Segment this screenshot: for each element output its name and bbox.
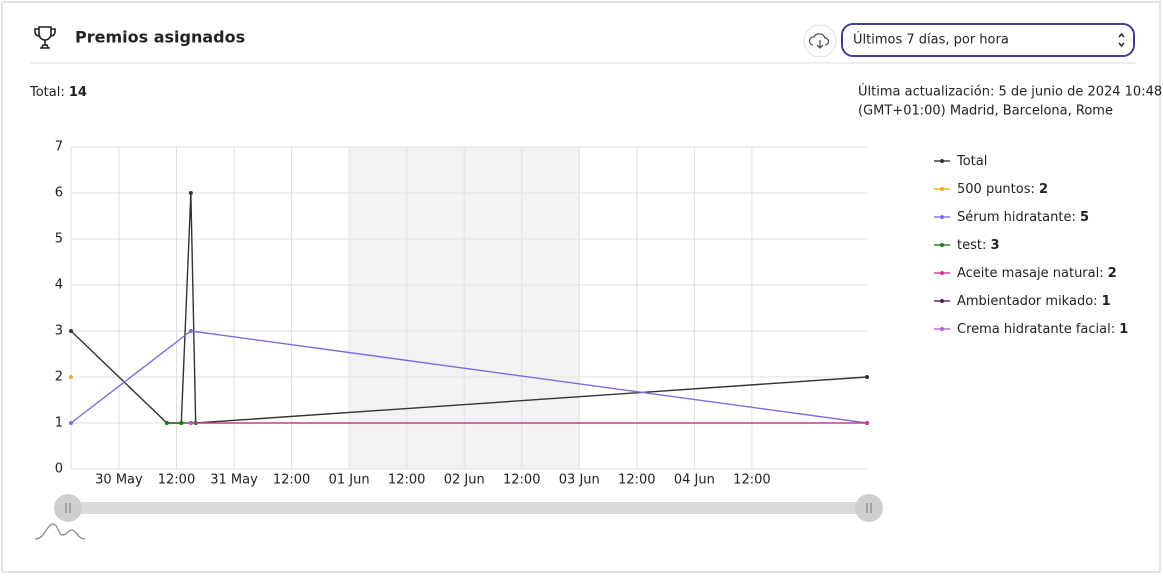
legend-swatch-dot	[940, 215, 944, 219]
legend-swatch-dot	[940, 159, 944, 163]
x-tick-label: 12:00	[388, 473, 425, 488]
data-point	[188, 329, 193, 333]
legend-label: Crema hidratante facial: 1	[957, 322, 1128, 337]
x-tick-label: 12:00	[618, 473, 655, 488]
x-tick-label: 12:00	[503, 473, 540, 488]
legend-item[interactable]: 500 puntos: 2	[934, 182, 1048, 197]
y-tick-label: 7	[55, 140, 63, 155]
legend-item[interactable]: Sérum hidratante: 5	[934, 210, 1089, 225]
y-tick-label: 0	[55, 462, 63, 477]
x-tick-label: 12:00	[273, 473, 310, 488]
legend-name: Total	[956, 154, 987, 169]
legend-total: 1	[1119, 322, 1128, 337]
total-value: 14	[69, 85, 87, 100]
legend-item[interactable]: Total	[934, 154, 987, 169]
updated: Última actualización: 5 de junio de 2024…	[858, 84, 1162, 100]
legend-total: 1	[1102, 294, 1111, 309]
y-tick-label: 5	[55, 232, 63, 247]
total-label: Total:	[29, 85, 65, 100]
legend-item[interactable]: test: 3	[934, 238, 1000, 253]
legend-item[interactable]: Ambientador mikado: 1	[934, 294, 1111, 309]
y-tick-label: 6	[55, 186, 63, 201]
legend-total: 2	[1039, 182, 1048, 197]
download-button[interactable]	[803, 24, 837, 58]
range-slider[interactable]	[54, 494, 883, 522]
x-tick-label: 03 Jun	[559, 473, 600, 488]
legend-label: 500 puntos: 2	[957, 182, 1048, 197]
x-tick-label: 01 Jun	[329, 473, 370, 488]
legend-label: Sérum hidratante: 5	[957, 210, 1089, 225]
data-point	[188, 421, 193, 425]
legend-swatch-dot	[940, 327, 944, 331]
chart: 0 1 2 3 4 5 6 7 30 May 12:00 31 May 12:00 01 Jun 12:0…	[55, 140, 1129, 488]
legend-swatch-dot	[940, 187, 944, 191]
legend-item[interactable]: Crema hidratante facial: 1	[934, 322, 1128, 337]
legend-total: 3	[991, 238, 1000, 253]
legend-total: 2	[1108, 266, 1117, 281]
data-point	[865, 421, 869, 425]
legend-swatch-dot	[940, 299, 944, 303]
range-select[interactable]: Últimos 7 días, por hora	[841, 23, 1135, 57]
x-tick-label: 31 May	[210, 473, 258, 488]
x-tick-label: 12:00	[158, 473, 195, 488]
data-point	[69, 421, 73, 425]
data-point	[69, 375, 73, 379]
data-point	[188, 191, 193, 195]
slider-icon	[34, 523, 86, 540]
range-select-text: Últimos 7 días, por hora	[853, 32, 1009, 48]
data-point	[69, 329, 73, 333]
legend-swatch-dot	[940, 271, 944, 275]
legend-name: Ambientador mikado:	[957, 294, 1098, 309]
legend-label: Aceite masaje natural: 2	[957, 266, 1117, 281]
legend-total: 5	[1080, 210, 1089, 225]
legend-label: Total	[956, 154, 987, 169]
legend-name: 500 puntos:	[957, 182, 1035, 197]
data-point	[865, 375, 869, 379]
x-tick-label: 02 Jun	[444, 473, 485, 488]
legend-swatch-dot	[940, 243, 944, 247]
legend-name: Sérum hidratante:	[957, 210, 1076, 225]
total: Total: 14	[29, 85, 87, 100]
legend-name: test:	[957, 238, 986, 253]
y-tick-label: 1	[55, 416, 63, 431]
x-tick-label: 04 Jun	[674, 473, 715, 488]
legend-name: Aceite masaje natural:	[957, 266, 1104, 281]
x-tick-label: 30 May	[95, 473, 143, 488]
legend-item[interactable]: Aceite masaje natural: 2	[934, 266, 1117, 281]
y-tick-label: 4	[55, 278, 63, 293]
data-point	[164, 421, 169, 425]
series-line	[70, 192, 868, 424]
legend-label: test: 3	[957, 238, 1000, 253]
y-tick-label: 3	[55, 324, 63, 339]
trophy-icon	[34, 26, 56, 49]
legend-name: Crema hidratante facial:	[957, 322, 1115, 337]
data-point	[179, 421, 184, 425]
legend-label: Ambientador mikado: 1	[957, 294, 1111, 309]
x-tick-label: 12:00	[733, 473, 770, 488]
panel-title: Premios asignados	[75, 28, 245, 47]
y-tick-label: 2	[55, 370, 63, 385]
timezone: (GMT+01:00) Madrid, Barcelona, Rome	[858, 104, 1113, 119]
